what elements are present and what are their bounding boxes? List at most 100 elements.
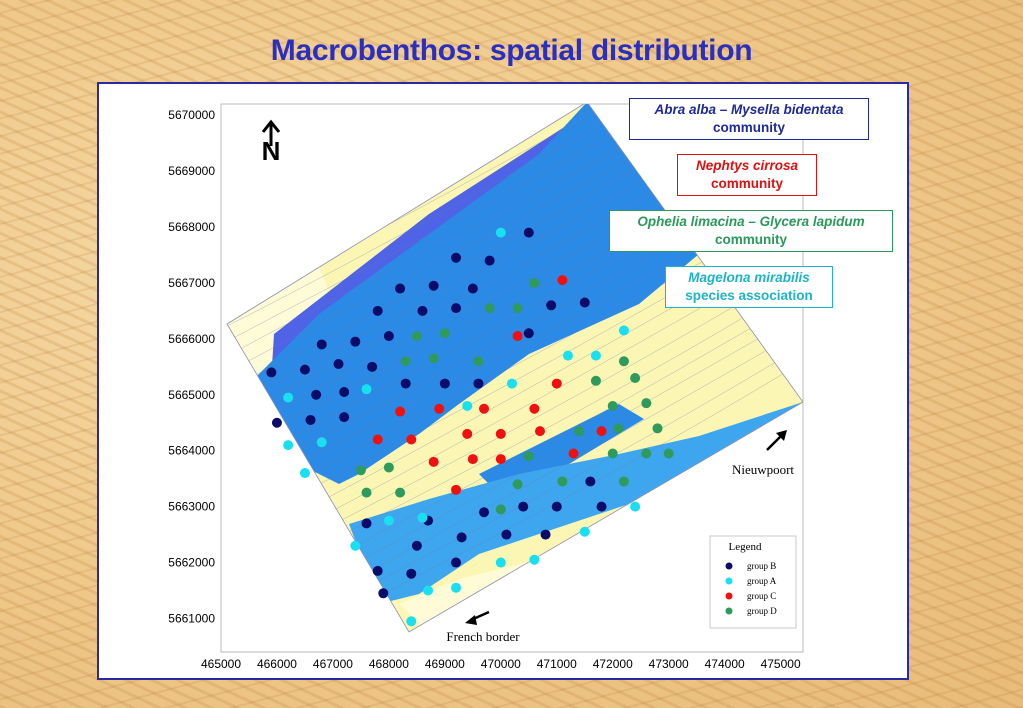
- station-group-a: [283, 392, 294, 403]
- x-tick-label: 468000: [369, 657, 409, 671]
- station-group-b: [551, 501, 562, 512]
- x-tick-label: 467000: [313, 657, 353, 671]
- station-group-c: [479, 403, 490, 414]
- station-group-b: [367, 361, 378, 372]
- station-group-d: [395, 487, 406, 498]
- station-group-c: [451, 484, 462, 495]
- station-group-b: [372, 305, 383, 316]
- station-group-b: [540, 529, 551, 540]
- legend-item-label: group D: [747, 606, 777, 616]
- station-group-d: [590, 375, 601, 386]
- station-group-a: [350, 540, 361, 551]
- station-group-b: [523, 227, 534, 238]
- station-group-a: [361, 384, 372, 395]
- label-nephtys-cirrosa: Nephtys cirrosa community: [677, 154, 817, 196]
- x-tick-label: 465000: [201, 657, 241, 671]
- station-group-b: [579, 297, 590, 308]
- station-group-a: [451, 582, 462, 593]
- station-group-b: [316, 339, 327, 350]
- legend-swatch: [725, 607, 733, 615]
- x-tick-label: 474000: [705, 657, 745, 671]
- station-group-b: [266, 367, 277, 378]
- y-tick-label: 5667000: [168, 276, 215, 290]
- map-panel: 5670000 5669000 5668000 5667000 5666000 56650…: [97, 82, 909, 680]
- station-group-d: [383, 462, 394, 473]
- place-nieuwpoort: Nieuwpoort: [732, 462, 794, 477]
- station-group-a: [462, 400, 473, 411]
- survey-outline: [226, 104, 803, 633]
- station-group-c: [596, 426, 607, 437]
- station-group-b: [339, 386, 350, 397]
- station-group-b: [484, 255, 495, 266]
- north-label: N: [262, 136, 281, 166]
- station-group-d: [641, 448, 652, 459]
- station-group-d: [618, 356, 629, 367]
- station-group-b: [467, 283, 478, 294]
- legend-swatch: [725, 592, 733, 600]
- station-group-b: [299, 364, 310, 375]
- y-tick-label: 5666000: [168, 332, 215, 346]
- station-group-a: [507, 378, 517, 389]
- station-group-b: [439, 378, 450, 389]
- station-group-b: [456, 532, 467, 543]
- nieuwpoort-arrow-icon: [766, 430, 787, 451]
- y-tick-label: 5668000: [168, 220, 215, 234]
- y-tick-label: 5669000: [168, 164, 215, 178]
- station-group-b: [585, 476, 596, 487]
- x-tick-label: 470000: [481, 657, 521, 671]
- y-axis: 5670000 5669000 5668000 5667000 5666000 56650…: [168, 108, 215, 625]
- station-group-a: [562, 350, 573, 361]
- north-arrow-icon: N: [262, 119, 281, 166]
- label-species: Magelona mirabilis: [688, 270, 810, 285]
- station-group-b: [518, 501, 529, 512]
- station-group-d: [574, 426, 585, 437]
- station-group-b: [378, 588, 389, 599]
- station-group-d: [523, 451, 534, 462]
- station-group-d: [484, 303, 495, 314]
- station-group-b: [411, 540, 422, 551]
- southern-shallows: [399, 414, 803, 632]
- y-tick-label: 5665000: [168, 388, 215, 402]
- legend-swatch: [725, 562, 733, 570]
- station-group-b: [350, 336, 361, 347]
- station-group-d: [512, 303, 523, 314]
- contour-line: [227, 104, 803, 341]
- legend-swatch: [725, 577, 733, 585]
- sand-bank: [329, 319, 803, 514]
- x-tick-label: 473000: [649, 657, 689, 671]
- x-tick-label: 472000: [593, 657, 633, 671]
- station-group-b: [395, 283, 406, 294]
- station-group-b: [339, 412, 350, 423]
- station-group-c: [434, 403, 445, 414]
- station-group-c: [534, 426, 545, 437]
- station-markers: [266, 227, 674, 627]
- station-group-a: [406, 616, 417, 627]
- station-group-a: [618, 325, 629, 336]
- station-group-d: [529, 277, 540, 288]
- x-tick-label: 475000: [761, 657, 801, 671]
- station-group-b: [400, 378, 411, 389]
- station-group-d: [641, 398, 652, 409]
- contour-line: [227, 104, 803, 373]
- station-group-a: [299, 468, 310, 479]
- station-group-b: [479, 507, 490, 518]
- station-group-a: [283, 440, 294, 451]
- station-group-c: [512, 331, 523, 342]
- station-group-a: [590, 350, 601, 361]
- x-tick-label: 466000: [257, 657, 297, 671]
- slide-title: Macrobenthos: spatial distribution: [270, 34, 753, 67]
- label-ophelia-limacina: Ophelia limacina – Glycera lapidum commu…: [609, 210, 893, 252]
- station-group-c: [551, 378, 562, 389]
- station-group-b: [546, 300, 557, 311]
- station-group-b: [451, 557, 462, 568]
- contour-line: [227, 351, 803, 632]
- station-group-d: [400, 356, 411, 367]
- station-group-c: [557, 275, 568, 286]
- station-group-b: [372, 565, 383, 576]
- station-group-d: [473, 356, 484, 367]
- station-group-d: [355, 465, 366, 476]
- station-group-c: [495, 428, 506, 439]
- station-group-c: [462, 428, 473, 439]
- station-group-d: [607, 400, 618, 411]
- south-channel: [349, 402, 803, 604]
